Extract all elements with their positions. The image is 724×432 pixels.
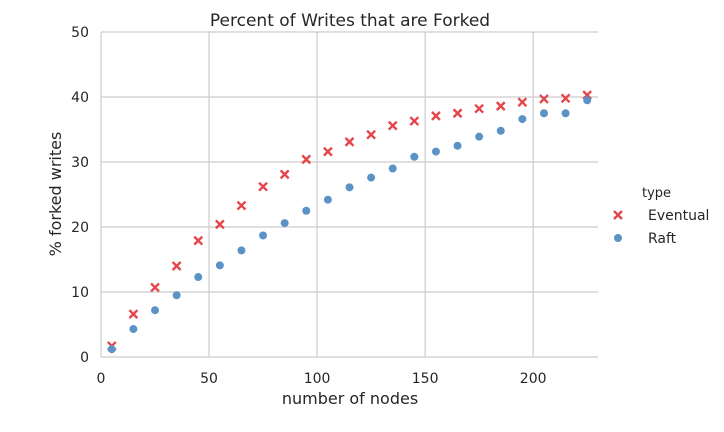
point-eventual — [452, 108, 463, 119]
point-eventual — [258, 181, 268, 192]
point-raft — [431, 147, 440, 156]
point-eventual — [366, 129, 376, 140]
point-eventual — [279, 169, 290, 180]
point-raft — [496, 126, 505, 135]
point-raft — [215, 261, 224, 270]
legend-label-raft: Raft — [648, 231, 677, 247]
point-eventual — [301, 154, 312, 165]
point-raft — [539, 109, 548, 118]
point-raft — [302, 206, 311, 215]
legend-title: type — [642, 186, 671, 201]
point-raft — [367, 173, 376, 182]
point-raft — [280, 219, 289, 228]
y-tick-label: 40 — [71, 90, 89, 106]
point-eventual — [517, 97, 528, 108]
data-points — [106, 90, 593, 354]
point-raft — [172, 291, 181, 300]
legend-marker-eventual — [613, 210, 623, 220]
gridlines — [100, 31, 598, 358]
point-raft — [410, 152, 419, 161]
point-eventual — [495, 101, 506, 111]
point-eventual — [560, 93, 571, 104]
point-raft — [583, 96, 592, 105]
x-tick-label: 100 — [304, 371, 331, 387]
x-tick-label: 50 — [200, 371, 218, 387]
point-eventual — [539, 94, 549, 104]
legend-label-eventual: Eventual — [648, 208, 709, 224]
point-raft — [453, 141, 462, 150]
point-raft — [323, 195, 332, 204]
y-tick-label: 10 — [71, 285, 89, 301]
point-eventual — [128, 309, 139, 319]
point-eventual — [150, 282, 160, 293]
x-tick-label: 200 — [520, 371, 547, 387]
point-raft — [129, 325, 138, 334]
point-eventual — [344, 137, 355, 147]
point-eventual — [323, 146, 333, 157]
y-tick-label: 20 — [71, 220, 89, 236]
x-axis-label: number of nodes — [282, 389, 418, 408]
point-raft — [151, 306, 160, 315]
point-raft — [518, 115, 527, 124]
point-eventual — [431, 111, 441, 121]
point-raft — [237, 246, 246, 255]
point-eventual — [409, 116, 420, 126]
point-eventual — [214, 219, 225, 230]
chart-title: Percent of Writes that are Forked — [210, 11, 490, 31]
point-raft — [475, 132, 484, 141]
point-eventual — [474, 103, 485, 114]
point-raft — [194, 273, 203, 282]
point-raft — [388, 164, 397, 173]
point-eventual — [387, 120, 398, 131]
tick-labels: 0 50 100 150 200 0 10 20 30 40 50 — [71, 25, 546, 387]
legend-marker-raft — [614, 234, 622, 242]
point-raft — [345, 183, 354, 192]
x-tick-label: 150 — [412, 371, 439, 387]
point-raft — [259, 231, 268, 240]
point-raft — [561, 109, 570, 118]
point-eventual — [171, 261, 182, 271]
y-tick-label: 0 — [80, 350, 89, 366]
point-raft — [107, 345, 116, 354]
point-eventual — [193, 235, 204, 246]
y-tick-label: 30 — [71, 155, 89, 171]
legend: type Eventual Raft — [613, 186, 709, 247]
y-tick-label: 50 — [71, 25, 89, 41]
point-eventual — [236, 200, 247, 211]
y-axis-label: % forked writes — [46, 132, 65, 257]
x-tick-label: 0 — [97, 371, 106, 387]
